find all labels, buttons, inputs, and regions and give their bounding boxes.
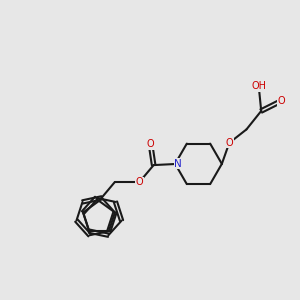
Text: OH: OH	[251, 81, 266, 92]
Text: O: O	[136, 177, 143, 187]
Text: O: O	[147, 139, 154, 149]
Text: O: O	[225, 138, 233, 148]
Text: N: N	[174, 159, 182, 169]
Text: O: O	[277, 96, 285, 106]
